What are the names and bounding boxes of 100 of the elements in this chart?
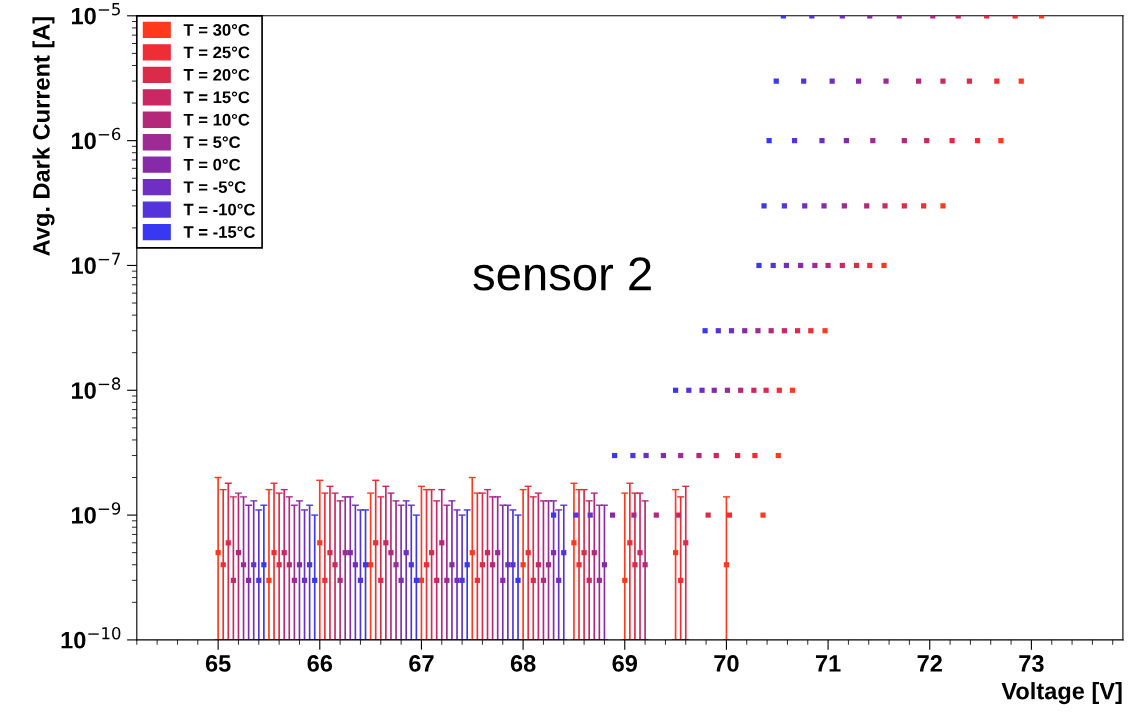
point xyxy=(418,577,425,583)
point xyxy=(660,452,666,459)
x-tick-label: 70 xyxy=(714,655,739,672)
point xyxy=(683,540,689,546)
x-tick-label: 72 xyxy=(917,655,942,672)
legend-label: T = -15°C xyxy=(183,226,255,238)
point xyxy=(373,540,379,546)
point xyxy=(853,262,860,269)
point xyxy=(738,387,744,393)
point xyxy=(332,562,338,568)
point xyxy=(756,262,762,269)
point xyxy=(768,328,774,334)
point xyxy=(271,550,277,556)
point xyxy=(843,138,849,144)
x-tick-label: 68 xyxy=(510,655,536,672)
point xyxy=(882,203,888,209)
point xyxy=(301,577,308,583)
point xyxy=(761,203,767,209)
point xyxy=(266,577,272,583)
point xyxy=(855,78,862,84)
point xyxy=(327,550,333,556)
point xyxy=(705,512,711,518)
point xyxy=(766,138,772,144)
point xyxy=(724,387,731,393)
point xyxy=(342,550,348,556)
point xyxy=(637,550,643,556)
point xyxy=(398,577,404,583)
x-tick-label: 67 xyxy=(409,655,434,672)
point xyxy=(781,203,787,209)
point xyxy=(673,387,679,393)
point xyxy=(515,577,521,583)
point xyxy=(403,550,409,556)
legend-label: T = 0°C xyxy=(183,158,241,171)
point xyxy=(770,262,776,269)
legend-label: T = -5°C xyxy=(183,181,246,194)
point xyxy=(678,452,684,459)
y-tick-label: 10$^{−9}$ xyxy=(72,502,121,524)
point xyxy=(225,540,231,546)
point xyxy=(576,562,582,568)
point xyxy=(801,78,807,84)
x-tick-label: 66 xyxy=(307,655,333,672)
point xyxy=(883,78,889,84)
point xyxy=(870,138,876,144)
point xyxy=(322,577,328,583)
point xyxy=(551,550,557,556)
y-tick-label: 10$^{−7}$ xyxy=(72,252,120,275)
point xyxy=(307,562,313,568)
point xyxy=(573,512,579,518)
point xyxy=(653,512,659,518)
point xyxy=(434,577,440,583)
y-tick-label: 10$^{−6}$ xyxy=(72,127,121,150)
point xyxy=(966,78,972,84)
x-tick-label: 73 xyxy=(1019,655,1044,672)
point xyxy=(781,328,787,334)
point xyxy=(464,562,470,568)
x-axis-title: Voltage [V] xyxy=(1001,682,1122,705)
point xyxy=(713,452,719,459)
point xyxy=(587,512,593,518)
point xyxy=(500,577,506,583)
point xyxy=(240,562,247,568)
point xyxy=(864,203,870,209)
point xyxy=(479,562,486,568)
point xyxy=(220,562,226,568)
x-tick-label: 71 xyxy=(815,655,841,672)
point xyxy=(393,562,399,568)
point xyxy=(794,328,801,334)
point xyxy=(454,577,460,583)
point xyxy=(841,203,847,209)
point xyxy=(1018,78,1024,84)
point xyxy=(760,512,766,518)
point xyxy=(286,562,292,568)
x-tick-label: 69 xyxy=(612,655,638,672)
point xyxy=(230,577,236,583)
point xyxy=(444,577,450,583)
y-tick-label: 10$^{−8}$ xyxy=(72,377,121,399)
y-tick-label: 10$^{−10}$ xyxy=(61,626,121,649)
legend-label: T = 25°C xyxy=(183,46,250,59)
point xyxy=(591,550,597,556)
point xyxy=(601,562,608,568)
point xyxy=(383,540,389,546)
point xyxy=(291,577,297,583)
point xyxy=(696,452,702,459)
point xyxy=(256,577,262,583)
point xyxy=(357,577,364,583)
point xyxy=(281,550,287,556)
point xyxy=(735,452,741,459)
point xyxy=(378,577,384,583)
point xyxy=(676,512,682,518)
point xyxy=(632,562,638,568)
point xyxy=(586,577,592,583)
point xyxy=(791,138,798,144)
point xyxy=(317,540,323,546)
point xyxy=(352,562,358,568)
point xyxy=(678,577,684,583)
point xyxy=(711,387,717,393)
point xyxy=(763,387,769,393)
point xyxy=(439,540,445,546)
point xyxy=(545,562,552,568)
point xyxy=(742,328,748,334)
point xyxy=(751,387,757,393)
